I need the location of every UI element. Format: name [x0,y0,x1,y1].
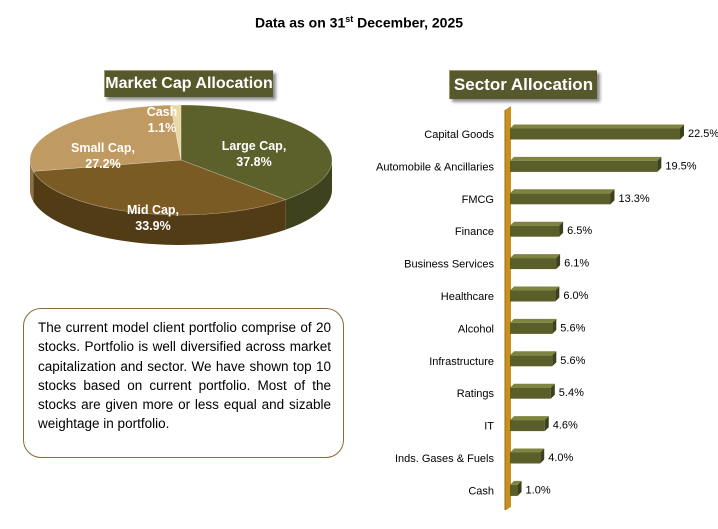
pie-label-name-0: Large Cap, [222,139,287,153]
pie-label-name-2: Small Cap, [71,141,135,155]
bar-value-label: 4.0% [548,452,573,464]
bar-category-label: Healthcare [441,291,494,303]
bar-value-label: 6.1% [564,258,589,270]
pie-label-name-3: Cash [147,105,178,119]
pie-side-2 [30,160,34,202]
bar-value-label: 5.4% [559,387,584,399]
bar-top [510,383,555,388]
bar-end [552,351,557,367]
bar [510,128,680,140]
pie-side-0 [285,160,332,230]
bar-end [544,416,549,432]
bar-value-label: 1.0% [526,484,551,496]
bar-value-label: 5.6% [560,355,585,367]
bar-category-label: Ratings [457,388,495,400]
pie-label-value-2: 27.2% [85,157,120,171]
bar-end [556,254,561,270]
pie-label-name-1: Mid Cap, [127,203,179,217]
bar-top [510,416,549,421]
bar-value-label: 6.0% [563,290,588,302]
bar-category-label: Finance [455,226,494,238]
bar [510,225,560,237]
bar-category-label: Business Services [404,259,494,271]
bar-top [510,318,557,323]
bar-value-label: 19.5% [665,160,696,172]
pie-slice-0 [180,104,333,200]
bar [510,355,553,367]
pie-slice-2 [29,104,182,172]
pie-slice-1 [32,159,287,216]
bar-top [510,189,615,194]
bar-top [510,448,545,453]
bar [510,452,541,464]
bar [510,160,658,172]
bar-top [510,480,522,485]
bar-end [657,156,662,172]
page-title: Data as on 31st December, 2025 [254,14,464,31]
bar-top [510,124,684,129]
sector-allocation-header: Sector Allocation [449,70,597,99]
portfolio-note: The current model client portfolio compr… [23,308,344,458]
bar-end [517,480,522,496]
pie-slice-3 [170,104,182,161]
bar [510,484,518,496]
pie-side-1 [33,171,286,245]
bar-category-label: Alcohol [458,323,494,335]
bar [510,420,545,432]
bar [510,193,611,205]
sector-bar-chart: Capital Goods 22.5% Automobile & Ancillari… [376,106,718,510]
bar-value-label: 5.6% [560,322,585,334]
bar-top [510,254,561,259]
bar-category-label: IT [484,421,494,433]
bar-category-label: FMCG [462,194,494,206]
bar-value-label: 22.5% [688,128,718,140]
bar [510,387,551,399]
bar-value-label: 6.5% [567,225,592,237]
bar-category-label: Cash [468,485,494,497]
pie-label-value-3: 1.1% [148,121,177,135]
bar-end [550,383,555,399]
bar-end [559,221,564,237]
bar-end [555,286,560,302]
bar-end [552,318,557,334]
market-cap-pie-chart: Large Cap, 37.8% Mid Cap, 33.9% Small Cap, 27… [29,104,333,245]
bar-top [510,156,662,161]
bar-top [510,221,564,226]
pie-label-value-1: 33.9% [135,219,170,233]
bar-category-label: Infrastructure [429,356,494,368]
bar-category-label: Inds. Gases & Fuels [395,453,495,465]
bar-category-label: Automobile & Ancillaries [376,161,495,173]
bar-category-label: Capital Goods [424,129,494,141]
bar-end [680,124,684,140]
bar [510,258,557,270]
bar-end [540,448,545,464]
bar [510,322,553,334]
bar-top [510,351,557,356]
bar-value-label: 13.3% [618,193,649,205]
bar-top [510,286,560,291]
bar-axis-wall [505,106,511,510]
pie-label-value-0: 37.8% [236,155,271,169]
bar-end [610,189,615,205]
bar [510,290,556,302]
bar-value-label: 4.6% [553,420,578,432]
market-cap-header: Market Cap Allocation [104,70,273,97]
